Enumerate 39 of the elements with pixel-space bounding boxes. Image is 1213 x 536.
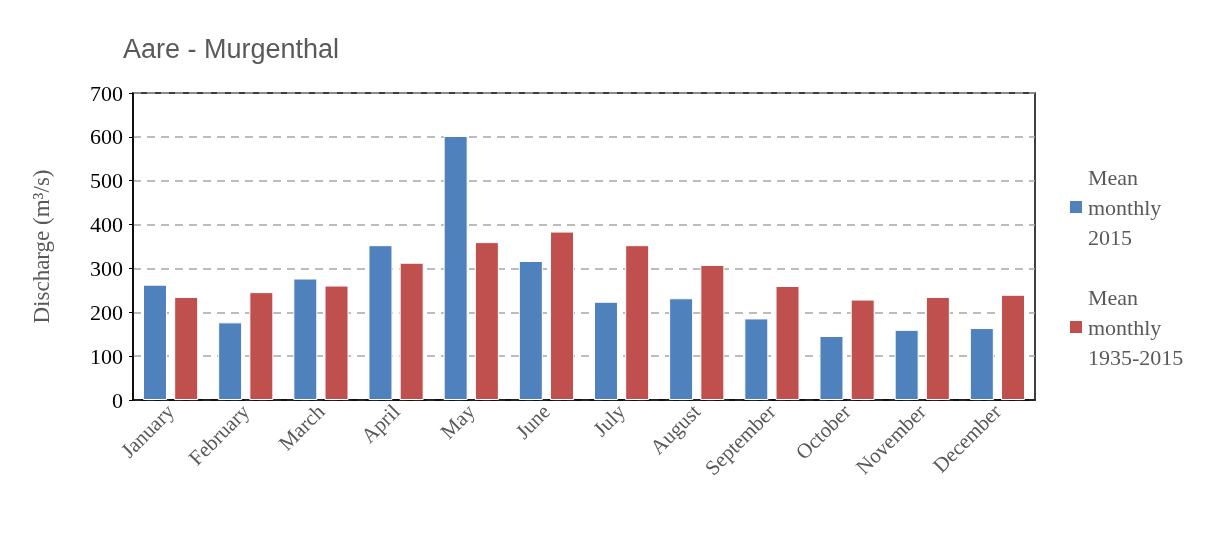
y-tick-label: 0 — [112, 387, 123, 413]
y-tick-label: 500 — [90, 168, 123, 194]
bar — [744, 318, 769, 400]
bar — [669, 298, 694, 400]
bar — [174, 296, 199, 400]
bar — [142, 284, 167, 400]
bar — [775, 285, 800, 400]
x-tick-label: June — [510, 399, 555, 444]
bar — [550, 231, 575, 400]
bar — [593, 301, 618, 400]
chart-title: Aare - Murgenthal — [123, 33, 340, 64]
bar — [1001, 294, 1026, 400]
bar — [474, 242, 499, 400]
y-tick-label: 700 — [90, 80, 123, 106]
bar — [850, 299, 875, 400]
bar — [819, 335, 844, 400]
legend-label: Mean monthly 1935-2015 — [1088, 284, 1184, 370]
bar — [324, 285, 349, 400]
bar — [368, 245, 393, 400]
x-tick-label: July — [588, 399, 631, 442]
y-tick-label: 400 — [90, 212, 123, 238]
bar — [399, 262, 424, 400]
y-axis-title: Discharge (m³/s) — [29, 169, 54, 324]
bar — [969, 328, 994, 400]
bar — [925, 296, 950, 400]
bar — [249, 292, 274, 400]
y-tick-label: 600 — [90, 124, 123, 150]
bar — [625, 245, 650, 400]
legend-label: Mean monthly 2015 — [1088, 164, 1167, 250]
bar — [443, 135, 468, 400]
bar — [218, 322, 243, 400]
y-tick-label: 100 — [90, 343, 123, 369]
x-tick-label: May — [435, 399, 481, 444]
bar — [700, 264, 725, 400]
bar — [293, 278, 318, 400]
bar — [518, 260, 543, 400]
y-tick-label: 200 — [90, 299, 123, 325]
bar — [894, 329, 919, 400]
y-tick-label: 300 — [90, 255, 123, 281]
